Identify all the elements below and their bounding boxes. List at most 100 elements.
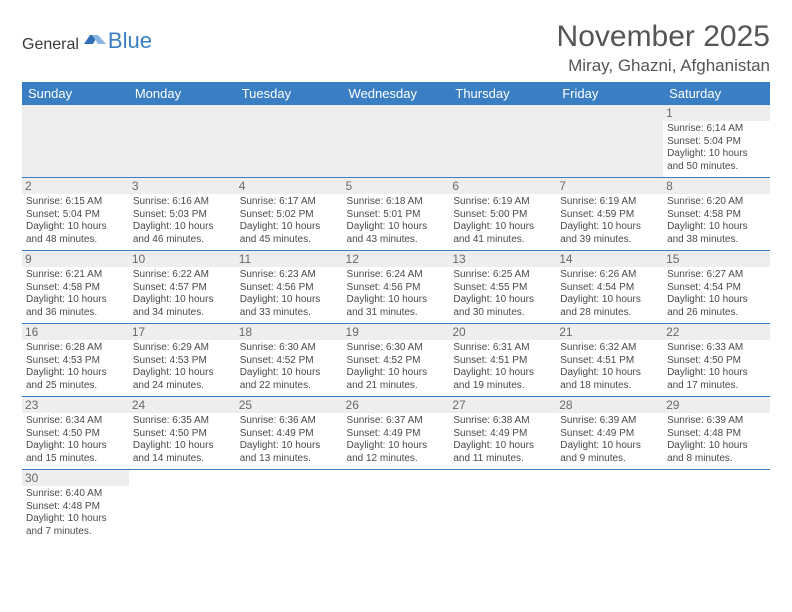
sunrise-text: Sunrise: 6:24 AM: [347, 269, 446, 282]
day-number: 23: [22, 397, 129, 413]
calendar-day-cell: 8Sunrise: 6:20 AMSunset: 4:58 PMDaylight…: [663, 178, 770, 251]
day-details: Sunrise: 6:40 AMSunset: 4:48 PMDaylight:…: [26, 488, 125, 538]
day-number: 4: [236, 178, 343, 194]
calendar-day-cell: 28Sunrise: 6:39 AMSunset: 4:49 PMDayligh…: [556, 397, 663, 470]
sunrise-text: Sunrise: 6:26 AM: [560, 269, 659, 282]
calendar-day-cell: 26 Sunrise: 6:37 AMSunset: 4:49 PMDayligh…: [343, 397, 450, 470]
sunrise-text: Sunrise: 6:29 AM: [133, 342, 232, 355]
sunrise-text: Sunrise: 6:22 AM: [133, 269, 232, 282]
calendar-day-cell: 25 Sunrise: 6:36 AMSunset: 4:49 PMDayligh…: [236, 397, 343, 470]
day-details: Sunrise: 6:21 AMSunset: 4:58 PMDaylight:…: [26, 269, 125, 319]
sunrise-text: Sunrise: 6:36 AM: [240, 415, 339, 428]
sunrise-text: Sunrise: 6:35 AM: [133, 415, 232, 428]
day-details: Sunrise: 6:32 AMSunset: 4:51 PMDaylight:…: [560, 342, 659, 392]
sunset-text: Sunset: 4:58 PM: [667, 209, 766, 222]
day-number: 8: [663, 178, 770, 194]
day-number: 22: [663, 324, 770, 340]
day-details: Sunrise: 6:25 AMSunset: 4:55 PMDaylight:…: [453, 269, 552, 319]
sunset-text: Sunset: 4:49 PM: [347, 428, 446, 441]
daylight-text: Daylight: 10 hours and 7 minutes.: [26, 513, 125, 538]
daylight-text: Daylight: 10 hours and 13 minutes.: [240, 440, 339, 465]
header: General Blue November 2025 Miray, Ghazni…: [22, 20, 770, 76]
day-number: 11: [236, 251, 343, 267]
sunrise-text: Sunrise: 6:38 AM: [453, 415, 552, 428]
weekday-header-row: Sunday Monday Tuesday Wednesday Thursday…: [22, 82, 770, 105]
daylight-text: Daylight: 10 hours and 14 minutes.: [133, 440, 232, 465]
day-number: 18: [236, 324, 343, 340]
day-details: Sunrise: 6:29 AMSunset: 4:53 PMDaylight:…: [133, 342, 232, 392]
day-number: 20: [449, 324, 556, 340]
calendar-day-cell: 13Sunrise: 6:25 AMSunset: 4:55 PMDayligh…: [449, 251, 556, 324]
sunset-text: Sunset: 5:02 PM: [240, 209, 339, 222]
sunrise-text: Sunrise: 6:34 AM: [26, 415, 125, 428]
calendar-day-cell: [556, 470, 663, 543]
sunrise-text: Sunrise: 6:30 AM: [240, 342, 339, 355]
sunrise-text: Sunrise: 6:17 AM: [240, 196, 339, 209]
calendar-day-cell: 29Sunrise: 6:39 AMSunset: 4:48 PMDayligh…: [663, 397, 770, 470]
calendar-day-cell: 11 Sunrise: 6:23 AMSunset: 4:56 PMDayligh…: [236, 251, 343, 324]
calendar-day-cell: [449, 470, 556, 543]
sunset-text: Sunset: 4:53 PM: [26, 355, 125, 368]
sunrise-text: Sunrise: 6:37 AM: [347, 415, 446, 428]
day-number: 28: [556, 397, 663, 413]
day-number: 24: [129, 397, 236, 413]
sunset-text: Sunset: 5:00 PM: [453, 209, 552, 222]
sunrise-text: Sunrise: 6:31 AM: [453, 342, 552, 355]
calendar-day-cell: 17Sunrise: 6:29 AMSunset: 4:53 PMDayligh…: [129, 324, 236, 397]
title-block: November 2025 Miray, Ghazni, Afghanistan: [557, 20, 770, 76]
day-number: 10: [129, 251, 236, 267]
calendar-day-cell: [663, 470, 770, 543]
weekday-header: Friday: [556, 82, 663, 105]
logo: General Blue: [22, 28, 152, 54]
day-number: 14: [556, 251, 663, 267]
day-details: Sunrise: 6:15 AMSunset: 5:04 PMDaylight:…: [26, 196, 125, 246]
daylight-text: Daylight: 10 hours and 12 minutes.: [347, 440, 446, 465]
calendar-week-row: 1Sunrise: 6:14 AMSunset: 5:04 PMDaylight…: [22, 105, 770, 178]
day-number: 26: [343, 397, 450, 413]
sunset-text: Sunset: 5:04 PM: [26, 209, 125, 222]
daylight-text: Daylight: 10 hours and 41 minutes.: [453, 221, 552, 246]
day-number: 3: [129, 178, 236, 194]
day-details: Sunrise: 6:30 AMSunset: 4:52 PMDaylight:…: [240, 342, 339, 392]
calendar-day-cell: 18 Sunrise: 6:30 AMSunset: 4:52 PMDayligh…: [236, 324, 343, 397]
sunset-text: Sunset: 4:57 PM: [133, 282, 232, 295]
logo-text-general: General: [22, 36, 79, 54]
sunset-text: Sunset: 4:51 PM: [560, 355, 659, 368]
calendar-day-cell: [343, 470, 450, 543]
calendar-week-row: 16Sunrise: 6:28 AMSunset: 4:53 PMDayligh…: [22, 324, 770, 397]
calendar-day-cell: [449, 105, 556, 178]
sunset-text: Sunset: 4:50 PM: [26, 428, 125, 441]
day-details: Sunrise: 6:27 AMSunset: 4:54 PMDaylight:…: [667, 269, 766, 319]
sunrise-text: Sunrise: 6:23 AM: [240, 269, 339, 282]
day-details: Sunrise: 6:16 AMSunset: 5:03 PMDaylight:…: [133, 196, 232, 246]
day-number: 25: [236, 397, 343, 413]
day-details: Sunrise: 6:23 AMSunset: 4:56 PMDaylight:…: [240, 269, 339, 319]
calendar-day-cell: [129, 470, 236, 543]
daylight-text: Daylight: 10 hours and 15 minutes.: [26, 440, 125, 465]
daylight-text: Daylight: 10 hours and 28 minutes.: [560, 294, 659, 319]
day-number: 30: [22, 470, 129, 486]
sunset-text: Sunset: 4:49 PM: [240, 428, 339, 441]
daylight-text: Daylight: 10 hours and 9 minutes.: [560, 440, 659, 465]
calendar-day-cell: 9Sunrise: 6:21 AMSunset: 4:58 PMDaylight…: [22, 251, 129, 324]
day-number: 1: [663, 105, 770, 121]
calendar-day-cell: [22, 105, 129, 178]
day-number: 6: [449, 178, 556, 194]
sunrise-text: Sunrise: 6:15 AM: [26, 196, 125, 209]
daylight-text: Daylight: 10 hours and 39 minutes.: [560, 221, 659, 246]
daylight-text: Daylight: 10 hours and 43 minutes.: [347, 221, 446, 246]
daylight-text: Daylight: 10 hours and 8 minutes.: [667, 440, 766, 465]
day-details: Sunrise: 6:38 AMSunset: 4:49 PMDaylight:…: [453, 415, 552, 465]
daylight-text: Daylight: 10 hours and 50 minutes.: [667, 148, 766, 173]
sunset-text: Sunset: 4:49 PM: [560, 428, 659, 441]
daylight-text: Daylight: 10 hours and 17 minutes.: [667, 367, 766, 392]
day-details: Sunrise: 6:19 AMSunset: 4:59 PMDaylight:…: [560, 196, 659, 246]
day-number: 19: [343, 324, 450, 340]
daylight-text: Daylight: 10 hours and 46 minutes.: [133, 221, 232, 246]
calendar-day-cell: 21Sunrise: 6:32 AMSunset: 4:51 PMDayligh…: [556, 324, 663, 397]
sunset-text: Sunset: 4:58 PM: [26, 282, 125, 295]
calendar-day-cell: 19Sunrise: 6:30 AMSunset: 4:52 PMDayligh…: [343, 324, 450, 397]
day-details: Sunrise: 6:28 AMSunset: 4:53 PMDaylight:…: [26, 342, 125, 392]
sunrise-text: Sunrise: 6:19 AM: [453, 196, 552, 209]
daylight-text: Daylight: 10 hours and 31 minutes.: [347, 294, 446, 319]
